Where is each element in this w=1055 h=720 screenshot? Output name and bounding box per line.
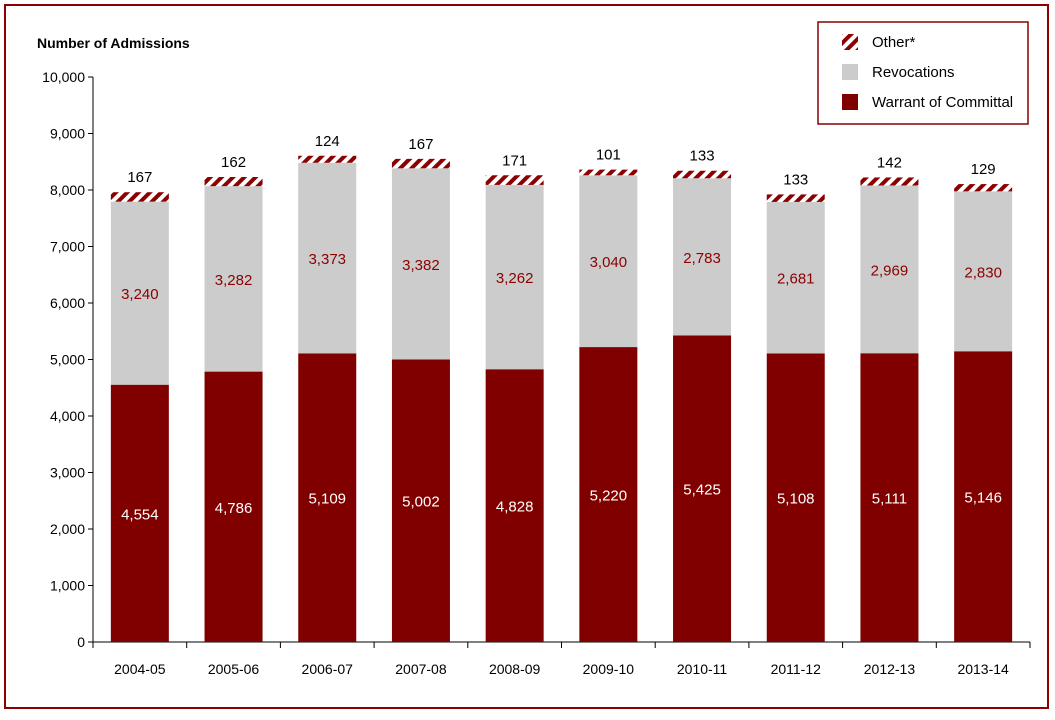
legend-label: Warrant of Committal xyxy=(872,94,1013,111)
y-tick-label: 0 xyxy=(77,634,85,650)
legend-swatch xyxy=(842,34,858,50)
legend-swatch xyxy=(842,64,858,80)
bar-warrant-of-committal xyxy=(954,351,1013,642)
legend-swatch xyxy=(842,94,858,110)
data-label: 167 xyxy=(408,136,433,153)
data-label: 5,220 xyxy=(590,488,628,505)
y-tick-label: 4,000 xyxy=(50,408,85,424)
y-tick-label: 9,000 xyxy=(50,126,85,142)
bar-other xyxy=(298,155,357,163)
bar-revocations xyxy=(673,178,732,336)
data-label: 3,240 xyxy=(121,286,159,303)
x-tick-label: 2008-09 xyxy=(489,661,541,677)
data-label: 3,040 xyxy=(590,254,628,271)
data-label: 2,969 xyxy=(871,262,909,279)
bar-warrant-of-committal xyxy=(860,353,919,642)
bar-warrant-of-committal xyxy=(110,384,169,642)
bar-warrant-of-committal xyxy=(298,353,357,642)
bar-warrant-of-committal xyxy=(579,347,638,642)
y-tick-label: 1,000 xyxy=(50,578,85,594)
x-tick-label: 2004-05 xyxy=(114,661,166,677)
data-label: 3,373 xyxy=(308,251,346,268)
bar-warrant-of-committal xyxy=(766,353,825,642)
data-label: 124 xyxy=(315,133,340,150)
bar-warrant-of-committal xyxy=(673,335,732,642)
data-label: 133 xyxy=(783,171,808,188)
legend-label: Other* xyxy=(872,34,916,51)
data-label: 3,282 xyxy=(215,272,253,289)
bar-other xyxy=(766,194,825,202)
x-tick-label: 2010-11 xyxy=(677,661,728,677)
data-label: 5,109 xyxy=(308,491,346,508)
y-tick-label: 7,000 xyxy=(50,239,85,255)
data-label: 133 xyxy=(690,148,715,165)
bar-revocations xyxy=(860,185,919,354)
bar-revocations xyxy=(204,186,263,372)
x-tick-label: 2011-12 xyxy=(771,661,822,677)
data-label: 3,262 xyxy=(496,270,534,287)
bar-other xyxy=(204,177,263,187)
data-label: 5,108 xyxy=(777,491,815,508)
data-label: 129 xyxy=(971,161,996,178)
data-label: 2,783 xyxy=(683,250,721,267)
data-label: 167 xyxy=(127,169,152,186)
bar-other xyxy=(110,192,169,202)
bar-warrant-of-committal xyxy=(204,371,263,642)
data-label: 142 xyxy=(877,154,902,171)
legend-label: Revocations xyxy=(872,64,955,81)
data-label: 2,681 xyxy=(777,271,815,288)
data-label: 101 xyxy=(596,147,621,164)
y-tick-label: 2,000 xyxy=(50,521,85,537)
data-label: 162 xyxy=(221,154,246,171)
bar-revocations xyxy=(485,184,544,370)
bar-other xyxy=(673,170,732,179)
data-label: 4,554 xyxy=(121,506,159,523)
x-tick-label: 2009-10 xyxy=(583,661,635,677)
chart-frame xyxy=(4,4,1049,709)
x-tick-label: 2013-14 xyxy=(957,661,1009,677)
data-label: 5,111 xyxy=(872,491,907,508)
bar-revocations xyxy=(954,191,1013,352)
y-tick-label: 6,000 xyxy=(50,295,85,311)
y-tick-label: 3,000 xyxy=(50,465,85,481)
data-label: 2,830 xyxy=(964,264,1002,281)
bar-revocations xyxy=(298,162,357,354)
bar-revocations xyxy=(766,201,825,354)
data-label: 5,146 xyxy=(964,490,1002,507)
y-axis-title: Number of Admissions xyxy=(37,35,190,51)
bar-other xyxy=(391,158,450,169)
data-label: 4,828 xyxy=(496,499,534,516)
data-label: 5,002 xyxy=(402,494,440,511)
bar-other xyxy=(954,184,1013,192)
data-label: 5,425 xyxy=(683,482,721,499)
x-tick-label: 2012-13 xyxy=(864,661,916,677)
bar-warrant-of-committal xyxy=(391,359,450,642)
bar-revocations xyxy=(391,168,450,360)
legend: Other* Revocations Warrant of Committal xyxy=(817,21,1029,125)
bar-revocations xyxy=(579,175,638,348)
x-tick-label: 2005-06 xyxy=(208,661,260,677)
bar-warrant-of-committal xyxy=(485,369,544,642)
data-label: 4,786 xyxy=(215,500,253,517)
bar-other xyxy=(579,169,638,176)
x-tick-label: 2006-07 xyxy=(302,661,354,677)
x-tick-label: 2007-08 xyxy=(395,661,447,677)
y-tick-label: 8,000 xyxy=(50,182,85,198)
bar-other xyxy=(485,175,544,185)
y-tick-label: 5,000 xyxy=(50,352,85,368)
bar-revocations xyxy=(110,201,169,385)
y-tick-label: 10,000 xyxy=(42,69,85,85)
bar-other xyxy=(860,177,919,186)
data-label: 171 xyxy=(502,152,527,169)
data-label: 3,382 xyxy=(402,257,440,274)
